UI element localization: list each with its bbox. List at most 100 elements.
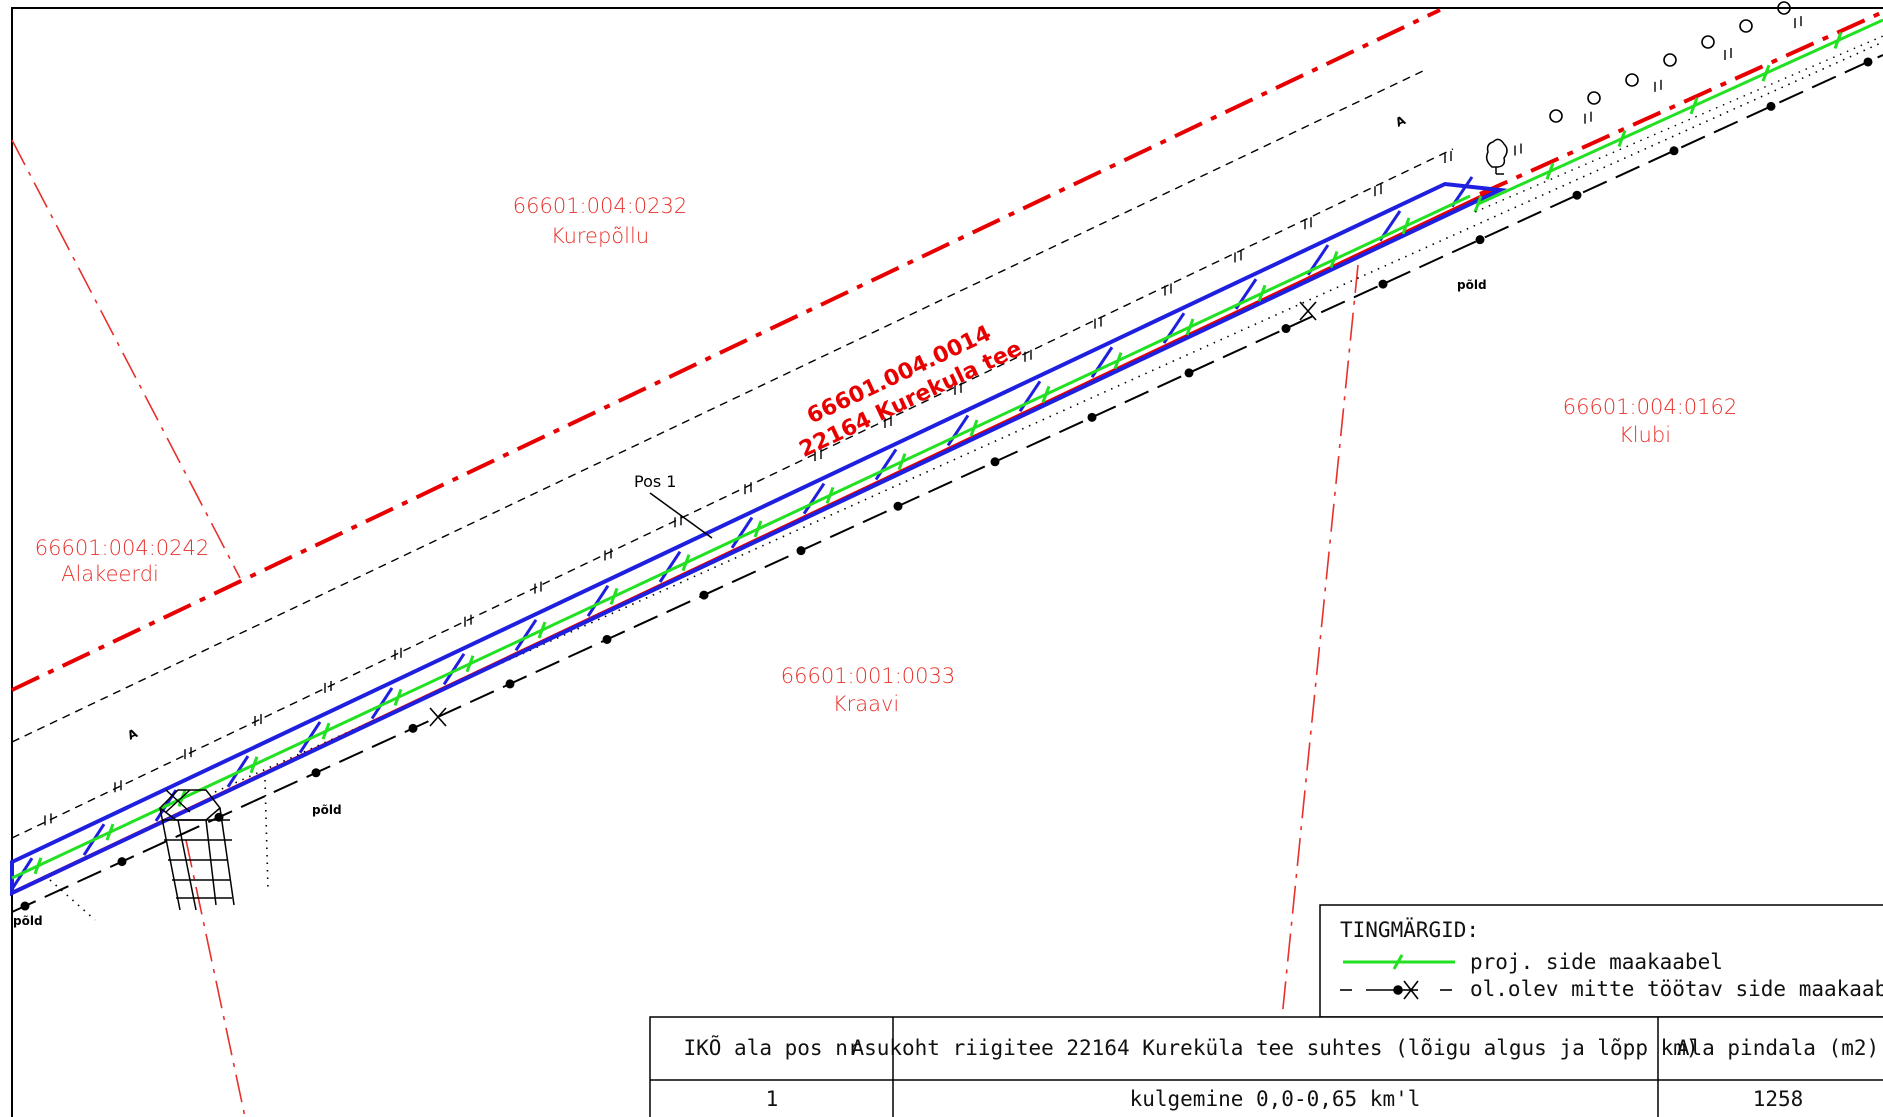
table-border [649,1016,1883,1117]
parcel-name-alakeerdi: Alakeerdi [61,562,159,586]
hatch-line [874,448,898,481]
parcel-code-alakeerdi: 66601:004:0242 [35,536,209,560]
work-area-polygon [10,181,1508,897]
cable-marker [1184,368,1194,378]
cable-marker [117,857,127,867]
cross-marks [429,301,1317,727]
hatch-line [514,618,538,652]
cable-tick [465,655,475,673]
cable-marker [893,501,903,511]
legend-symbol-existing-cable [1340,980,1452,1000]
road-edge-line [11,69,1426,743]
cable-marker [1766,101,1776,111]
existing-cable-markers [20,57,1873,911]
road-edge-line [11,148,1454,839]
parcel-name-kurepollu: Kurepõllu [551,224,649,248]
cable-tick [1689,97,1699,115]
cable-marker [408,723,418,733]
table-header: IKÕ ala pos nr [683,1034,860,1060]
hatch-line [946,414,970,447]
map-frame [11,7,1883,1117]
cable-tick [105,823,115,841]
parcel-code-kurepollu: 66601:004:0232 [513,194,687,218]
cable-tick [1257,284,1267,302]
field-label: põld [312,803,342,817]
field-label: põld [1457,278,1487,292]
legend-symbol-proposed-cable [1343,954,1455,970]
table-cell: 1 [766,1087,779,1111]
tree-icon [1625,73,1639,87]
dotted-line [1474,35,1883,213]
tree-icon [1587,91,1601,105]
cable-tick [537,621,547,639]
dotted-line [264,779,269,891]
cable-tick [897,453,907,471]
hatch-line [658,550,682,583]
cable-tick [1833,31,1843,49]
table-cell: 1258 [1753,1087,1804,1111]
legend: TINGMÄRGID: proj. side maakaabel ol.olev… [1319,904,1883,1018]
hatch-line [442,653,466,686]
parcel-name-klubi: Klubi [1619,423,1671,447]
cable-tick [321,722,331,740]
cable-tick [1113,352,1123,370]
cable-tick [969,419,979,437]
table-header: Ala pindala (m2) [1677,1036,1879,1060]
hatch-line [730,516,754,549]
cable-tick [249,756,259,774]
cable-marker [602,634,612,644]
legend-label-existing-cable: ol.olev mitte töötav side maakaabel [1470,977,1883,1001]
legend-label-proposed-cable: proj. side maakaabel [1470,950,1723,974]
table-cell: kulgemine 0,0-0,65 km'l [1130,1087,1421,1111]
proposed-cable-line [1477,18,1883,206]
cable-marker [1669,146,1679,156]
ditch-mark-label: A [125,726,140,743]
cable-tick [753,520,763,538]
cable-tick [33,857,43,875]
tree-icon [1549,109,1563,123]
parcel-boundary-line [185,839,246,1117]
cable-marker [699,590,709,600]
cable-marker [990,457,1000,467]
cable-tick [1545,162,1555,180]
cable-marker [1475,235,1485,245]
cable-marker [1087,412,1097,422]
road-boundary-line [11,8,1441,692]
parcel-code-kraavi: 66601:001:0033 [781,664,955,688]
cable-tick [1761,64,1771,82]
ditch-mark-label: A [1393,113,1408,130]
cable-tick [393,688,403,706]
cable-marker [1572,190,1582,200]
cable-marker [505,679,515,689]
hatch-line [586,584,610,617]
tree-icon [1701,35,1715,49]
parcel-name-kraavi: Kraavi [833,692,899,716]
legend-title: TINGMÄRGID: [1340,917,1479,942]
table-header: Asukoht riigitee 22164 Kureküla tee suht… [851,1036,1698,1060]
cable-tick [1329,251,1339,269]
ditch-marks [44,16,1802,826]
dotted-line [49,879,96,921]
work-area-hatching [10,176,1474,891]
cable-tick [1473,195,1483,213]
hatch-line [802,482,826,515]
road-boundary-line [1479,10,1883,196]
cable-marker [796,546,806,556]
cable-marker [1281,324,1291,334]
parcel-code-klubi: 66601:004:0162 [1563,395,1737,419]
cable-marker [311,768,321,778]
field-label: põld [13,914,43,928]
pos-leader-line [649,492,713,539]
cable-tick [681,554,691,572]
cable-tick [1617,130,1627,148]
cable-marker [1863,57,1873,67]
cable-tick [1401,217,1411,235]
tree-icon [1777,1,1791,15]
cable-tick [1185,318,1195,336]
tree-row [1549,1,1791,123]
cable-tick [825,486,835,504]
cable-tick [609,587,619,605]
existing-cable-line [11,54,1883,913]
tree-icon [1663,53,1677,67]
